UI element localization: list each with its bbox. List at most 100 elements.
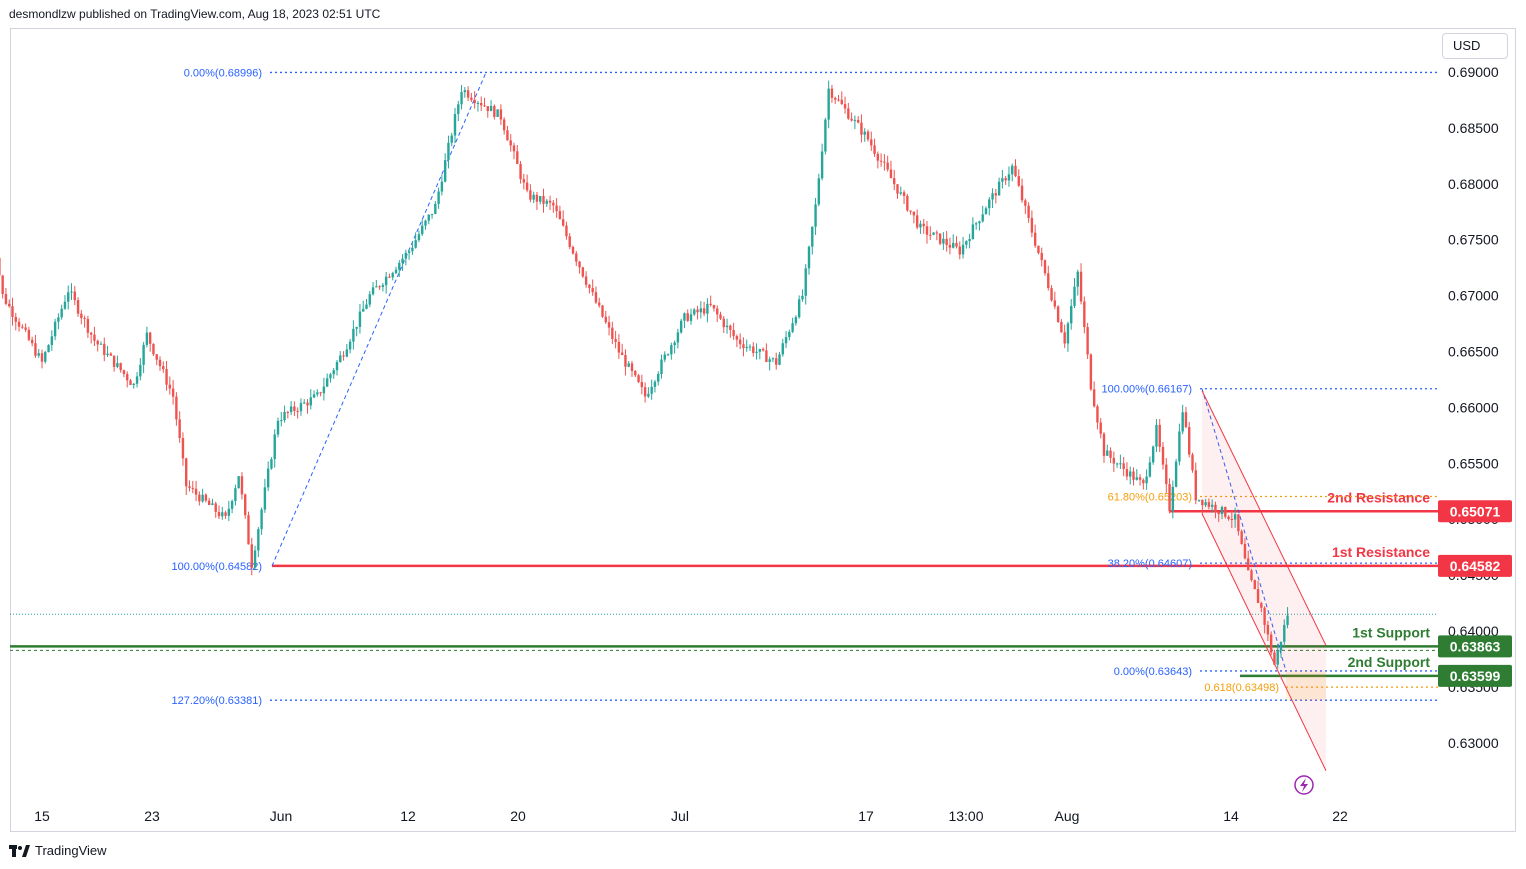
price-tag-bg bbox=[1438, 554, 1512, 577]
fib-label: 127.20%(0.63381) bbox=[171, 695, 262, 707]
candle-body bbox=[847, 108, 850, 119]
candle-body bbox=[286, 411, 290, 413]
candle-body bbox=[742, 344, 745, 349]
candle-body bbox=[1119, 463, 1122, 465]
candle-body bbox=[817, 178, 821, 205]
candle-body bbox=[716, 308, 719, 315]
candle-body bbox=[791, 323, 794, 332]
candle-body bbox=[1079, 271, 1083, 302]
y-tick-label: 0.66000 bbox=[1448, 399, 1499, 415]
candle-body bbox=[67, 292, 70, 302]
candle-body bbox=[699, 308, 703, 313]
channel-upper bbox=[1201, 390, 1327, 646]
candle-body bbox=[129, 380, 132, 385]
candle-body bbox=[752, 346, 755, 353]
candle-body bbox=[620, 352, 624, 356]
candle-body bbox=[522, 179, 526, 183]
candle-body bbox=[548, 200, 552, 203]
candle-body bbox=[1053, 300, 1057, 307]
candle-body bbox=[181, 438, 185, 459]
candle-body bbox=[594, 292, 598, 303]
candle-body bbox=[539, 196, 542, 202]
candle-body bbox=[211, 503, 214, 505]
candle-body bbox=[978, 221, 981, 224]
y-tick-label: 0.67000 bbox=[1448, 288, 1499, 304]
candle-body bbox=[122, 370, 126, 374]
candle-body bbox=[1253, 580, 1256, 590]
candle-body bbox=[902, 192, 906, 196]
candle-body bbox=[24, 327, 27, 330]
chart-frame bbox=[10, 28, 1516, 832]
candle-body bbox=[657, 373, 660, 382]
candle-body bbox=[804, 268, 807, 296]
candle-body bbox=[312, 394, 316, 398]
y-tick-label: 0.65500 bbox=[1448, 455, 1499, 471]
candle-body bbox=[1286, 615, 1289, 625]
lightning-icon[interactable] bbox=[1294, 775, 1314, 795]
candle-body bbox=[922, 223, 925, 227]
candle-body bbox=[142, 344, 145, 365]
candle-body bbox=[706, 303, 709, 314]
candle-body bbox=[227, 508, 231, 516]
candle-body bbox=[430, 213, 434, 215]
tradingview-brand[interactable]: TradingView bbox=[35, 843, 107, 858]
candle-body bbox=[270, 459, 273, 469]
candle-body bbox=[244, 494, 247, 516]
candle-body bbox=[1158, 424, 1161, 447]
candle-body bbox=[237, 476, 240, 489]
candle-body bbox=[650, 386, 653, 394]
candle-body bbox=[879, 160, 883, 162]
fib-label: 61.80%(0.65203) bbox=[1108, 492, 1192, 504]
candle-body bbox=[607, 322, 611, 328]
candle-body bbox=[404, 252, 408, 259]
candle-body bbox=[1014, 165, 1017, 177]
candle-body bbox=[1148, 462, 1152, 477]
candle-body bbox=[991, 193, 994, 200]
fib-label: 38.20%(0.64607) bbox=[1108, 558, 1192, 570]
candle-body bbox=[453, 114, 457, 136]
candle-body bbox=[155, 354, 158, 360]
candle-body bbox=[1230, 519, 1234, 521]
candle-body bbox=[837, 99, 840, 101]
candle-body bbox=[355, 326, 358, 329]
candle-body bbox=[1020, 185, 1024, 201]
candle-body bbox=[601, 305, 604, 317]
candle-body bbox=[1027, 205, 1030, 218]
candle-body bbox=[997, 181, 1001, 196]
candle-body bbox=[1269, 634, 1273, 653]
candle-body bbox=[893, 178, 896, 185]
candle-body bbox=[1237, 514, 1240, 532]
candle-body bbox=[44, 352, 47, 362]
candle-body bbox=[1194, 470, 1197, 501]
candle-body bbox=[332, 370, 335, 375]
candle-body bbox=[1083, 301, 1086, 328]
candle-body bbox=[1011, 165, 1014, 175]
candle-body bbox=[1125, 469, 1129, 477]
candle-body bbox=[722, 318, 725, 328]
candle-body bbox=[889, 169, 893, 179]
candle-body bbox=[335, 361, 339, 371]
candle-body bbox=[948, 244, 952, 248]
candle-body bbox=[1076, 271, 1079, 287]
candle-body bbox=[378, 286, 381, 288]
candle-body bbox=[1273, 652, 1276, 665]
candle-body bbox=[614, 338, 617, 342]
candle-body bbox=[814, 204, 817, 227]
candle-body bbox=[407, 251, 411, 253]
x-tick-label: 15 bbox=[34, 808, 50, 824]
candle-body bbox=[352, 328, 355, 342]
candle-body bbox=[581, 267, 585, 277]
candle-body bbox=[1050, 288, 1053, 301]
candle-body bbox=[27, 329, 31, 340]
candle-body bbox=[37, 353, 40, 356]
candle-body bbox=[961, 244, 965, 255]
currency-selector[interactable]: USD bbox=[1442, 33, 1508, 59]
candle-body bbox=[578, 261, 581, 268]
candle-body bbox=[319, 392, 322, 394]
level-label: 2nd Resistance bbox=[1327, 489, 1430, 505]
candle-body bbox=[375, 286, 378, 288]
candle-body bbox=[1033, 232, 1037, 246]
y-tick-label: 0.64000 bbox=[1448, 623, 1499, 639]
candle-body bbox=[502, 119, 506, 131]
